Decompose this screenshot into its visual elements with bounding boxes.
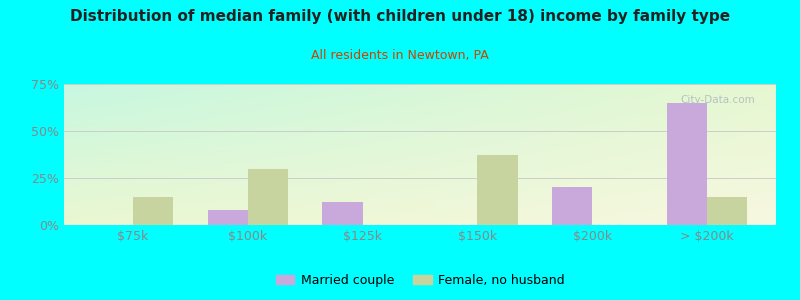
Bar [667,103,707,225]
Bar [552,188,592,225]
Bar [707,197,747,225]
Bar [248,169,288,225]
Bar [322,202,362,225]
Bar [133,197,173,225]
Bar [207,210,248,225]
Text: Distribution of median family (with children under 18) income by family type: Distribution of median family (with chil… [70,9,730,24]
Text: All residents in Newtown, PA: All residents in Newtown, PA [311,50,489,62]
Bar [478,155,518,225]
Legend: Married couple, Female, no husband: Married couple, Female, no husband [270,269,570,292]
Text: City-Data.com: City-Data.com [680,95,754,105]
